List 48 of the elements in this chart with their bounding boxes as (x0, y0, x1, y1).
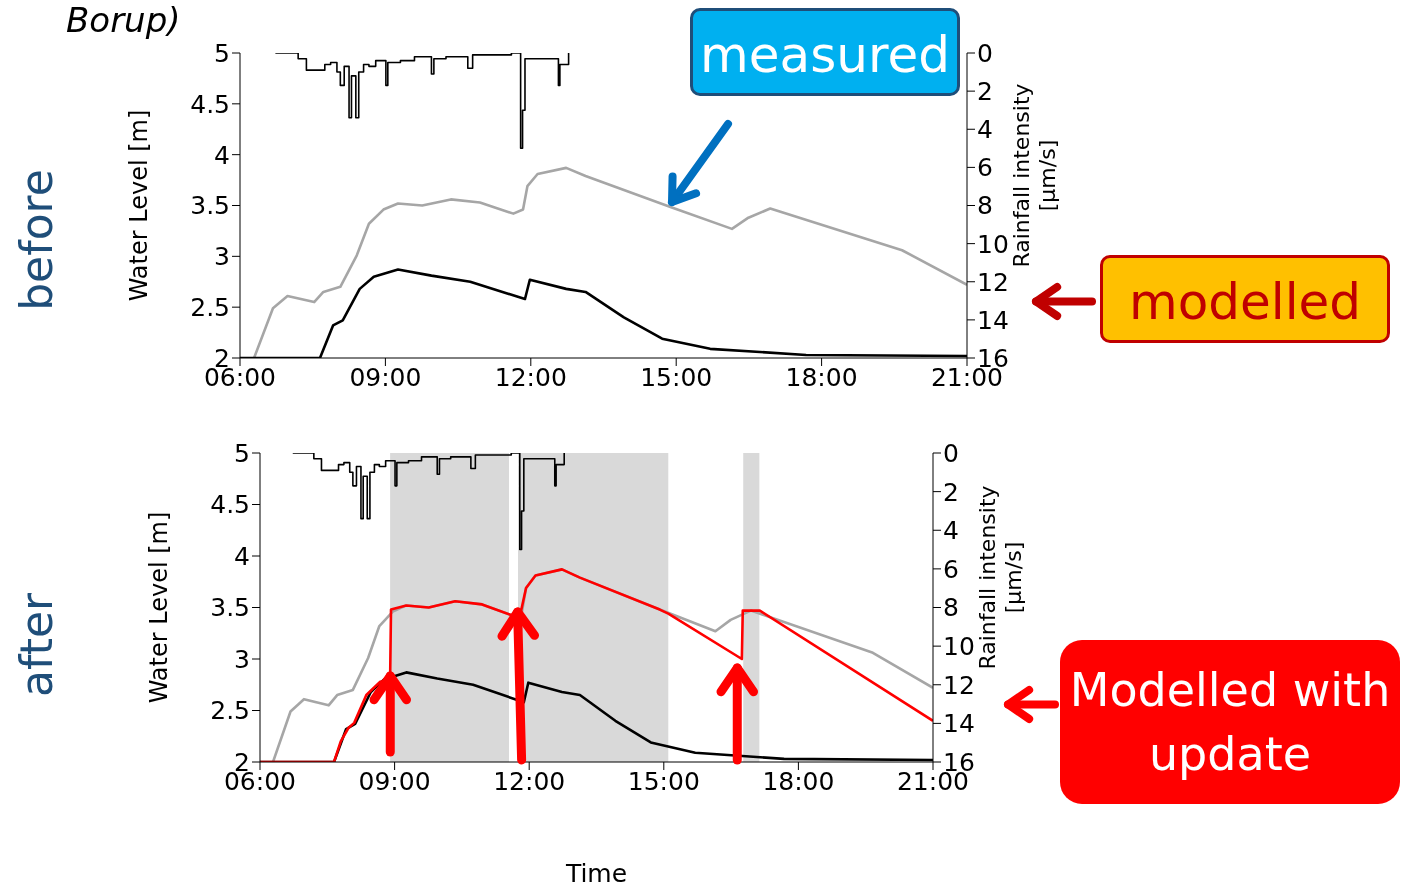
x-tick-label: 12:00 (493, 766, 566, 796)
x-tick-label: 09:00 (358, 766, 431, 796)
y-tick-label: 5 (214, 38, 230, 68)
y2-tick-label: 8 (943, 593, 959, 623)
y-tick-label: 4.5 (210, 490, 250, 520)
y2-tick-label: 10 (977, 229, 1009, 259)
y2-tick-label: 10 (943, 632, 975, 661)
text: after (10, 592, 62, 698)
y2-tick-label: 4 (943, 516, 959, 546)
y2-tick-label: 6 (977, 153, 993, 183)
y2-tick-label: 0 (977, 38, 993, 68)
y-tick-label: 4 (234, 541, 250, 571)
y-tick-label: 4.5 (190, 89, 230, 119)
y-tick-label: 3 (214, 242, 230, 272)
text: Modelled with update (1068, 662, 1392, 783)
x-tick-label: 18:00 (785, 362, 858, 392)
y2-tick-label: 14 (977, 305, 1009, 335)
y-tick-label: 2.5 (190, 293, 230, 323)
y2-tick-label: 2 (977, 77, 993, 106)
y2-tick-label: 4 (977, 115, 993, 145)
y-axis-title: Water Level [m] (124, 109, 153, 302)
y-axis-title: Water Level [m] (144, 511, 173, 704)
x-axis-title: Time (564, 859, 628, 888)
y2-axis-title: Rainfall intensity [μm/s] (975, 485, 1026, 670)
y-tick-label: 3.5 (210, 593, 250, 623)
y-tick-label: 3.5 (190, 191, 230, 221)
y2-axis-title: Rainfall intensity [μm/s] (1009, 83, 1060, 268)
y2-tick-label: 12 (943, 670, 975, 700)
text: modelled (1128, 273, 1362, 331)
y2-tick-label: 6 (943, 554, 959, 584)
x-tick-label: 12:00 (494, 362, 567, 392)
x-tick-label: 18:00 (762, 766, 835, 796)
y2-tick-label: 14 (943, 709, 975, 739)
y-tick-label: 5 (234, 438, 250, 468)
text: before (10, 169, 62, 311)
x-tick-label: 09:00 (349, 362, 422, 392)
text: Borup) (66, 0, 181, 40)
y-tick-label: 2.5 (210, 696, 250, 726)
y2-tick-label: 12 (977, 267, 1009, 297)
line-series (252, 166, 967, 358)
x-tick-label: 15:00 (640, 362, 713, 392)
y2-tick-label: 2 (943, 477, 959, 507)
y-tick-label: 4 (214, 140, 230, 170)
y2-tick-label: 0 (943, 438, 959, 468)
y2-tick-label: 8 (977, 191, 993, 221)
y-tick-label: 3 (234, 644, 250, 674)
annotation: measured (700, 26, 950, 84)
x-tick-label: 15:00 (627, 766, 700, 796)
